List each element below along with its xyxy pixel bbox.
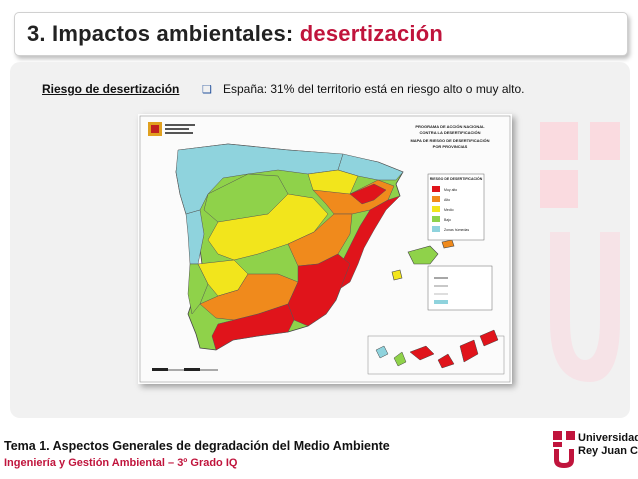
footer-subtitle: Ingeniería y Gestión Ambiental – 3º Grad… — [4, 457, 238, 469]
legend-label-4: Zonas húmedas — [444, 228, 469, 232]
balearic-islands — [391, 239, 455, 281]
risk-subheading: Riesgo de desertización — [42, 82, 180, 96]
map-header-line4: POR PROVINCIAS — [433, 144, 468, 149]
map-header-line1: PROGRAMA DE ACCIÓN NACIONAL — [415, 124, 485, 129]
map-header: PROGRAMA DE ACCIÓN NACIONAL CONTRA LA DE… — [410, 124, 489, 149]
legend-title: RIESGO DE DESERTIFICACIÓN — [430, 176, 483, 181]
logo-line1: Universidad — [578, 432, 638, 444]
legend-label-1: Alto — [444, 198, 450, 202]
slide-title-prefix: 3. Impactos ambientales: — [27, 21, 300, 46]
map-header-line2: CONTRA LA DESERTIFICACIÓN — [419, 130, 480, 135]
scale-bar — [152, 368, 218, 371]
map-header-line3: MAPA DE RIESGO DE DESERTIFICACIÓN — [410, 138, 489, 143]
university-logo: Universidad Rey Juan Carlos — [550, 426, 638, 476]
canary-islands — [367, 329, 505, 375]
coat-of-arms-icon — [148, 122, 195, 136]
desertification-map: PROGRAMA DE ACCIÓN NACIONAL CONTRA LA DE… — [138, 114, 512, 384]
map-drawing: PROGRAMA DE ACCIÓN NACIONAL CONTRA LA DE… — [139, 115, 511, 383]
watermark-decoration — [540, 122, 620, 382]
map-legend-boundaries — [427, 265, 493, 311]
zone-veryhigh-andalusia — [211, 303, 295, 351]
legend-label-2: Medio — [444, 208, 454, 212]
content-panel: Riesgo de desertización ❑ España: 31% del… — [10, 62, 630, 418]
zone-veryhigh-southeast — [287, 253, 351, 327]
urjc-emblem-icon — [553, 431, 575, 468]
slide-title: 3. Impactos ambientales: desertización — [27, 21, 443, 47]
footer-title: Tema 1. Aspectos Generales de degradació… — [4, 439, 390, 453]
legend-label-0: Muy alto — [444, 188, 457, 192]
zone-veryhigh-northeast — [349, 183, 387, 205]
slide-title-accent: desertización — [299, 21, 443, 46]
logo-line2: Rey Juan Carlos — [578, 445, 638, 457]
bullet-text: España: 31% del territorio está en riesg… — [223, 82, 525, 96]
checkbox-bullet-icon: ❑ — [202, 84, 212, 96]
bullet-item: ❑ España: 31% del territorio está en ries… — [202, 82, 525, 96]
title-bar: 3. Impactos ambientales: desertización — [14, 12, 628, 56]
legend-label-3: Bajo — [444, 218, 451, 222]
map-legend: RIESGO DE DESERTIFICACIÓN Muy alto Alto … — [427, 173, 485, 241]
